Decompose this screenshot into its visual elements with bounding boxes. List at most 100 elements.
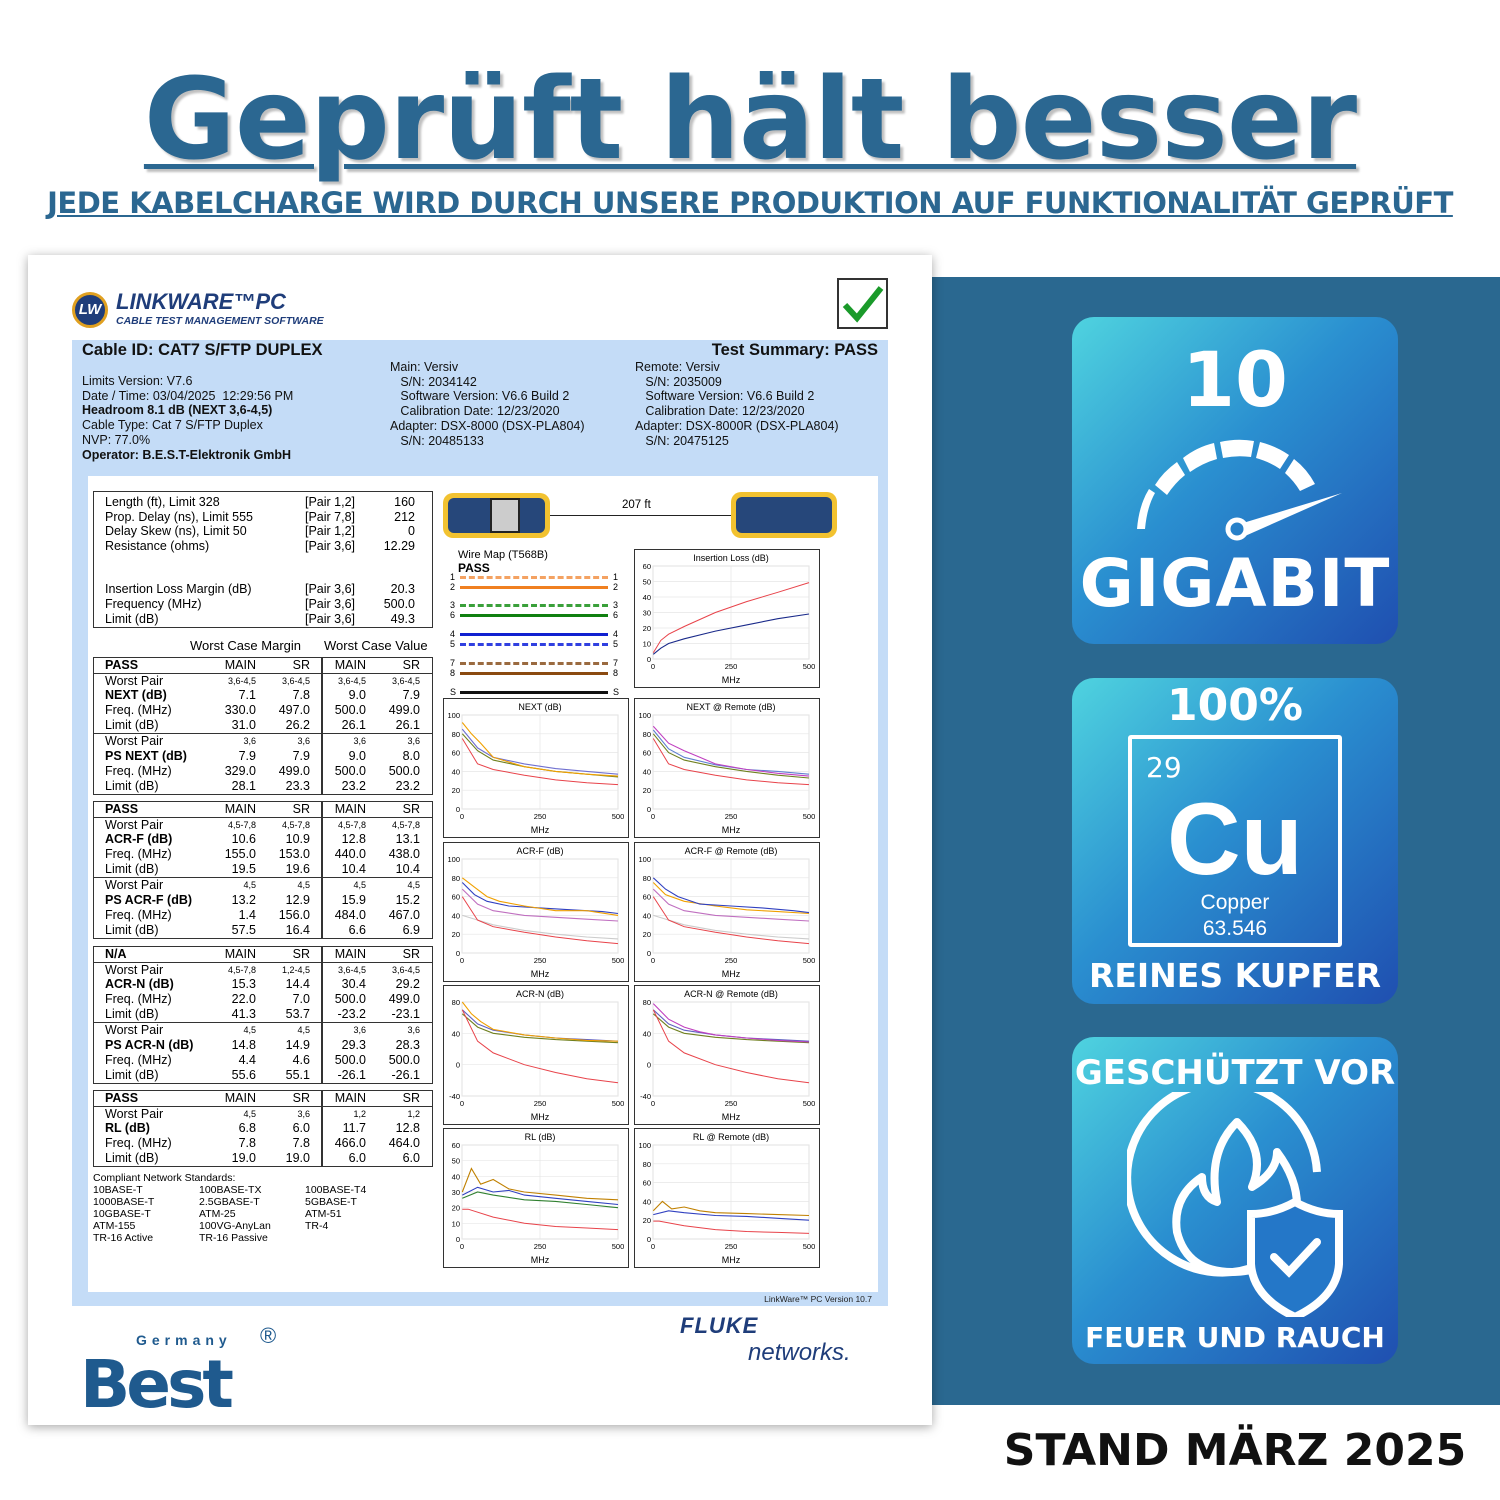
cell-value: 500.0 (334, 763, 366, 778)
cell-value: 7.0 (292, 992, 310, 1007)
info-line: Calibration Date: 12/23/2020 (390, 404, 560, 419)
table-row: PS ACR-N (dB) 14.8 14.9 29.3 28.3 (94, 1038, 432, 1053)
cell-value: 499.0 (388, 703, 420, 718)
row-label: Freq. (MHz) (105, 763, 172, 778)
table-row: Limit (dB) 19.5 19.6 10.4 10.4 (94, 862, 432, 877)
cell-value: 19.0 (285, 1151, 310, 1166)
info-line: S/N: 2034142 (390, 374, 477, 389)
cell-value: 4,5 (407, 880, 420, 891)
info-line: Limits Version: V7.6 (82, 374, 193, 388)
cell-value: 8.0 (402, 748, 420, 763)
cell-value: 438.0 (388, 847, 420, 862)
cell-value: 3,6-4,5 (391, 965, 420, 976)
row-label: Worst Pair (105, 1107, 164, 1122)
x-tick-label: 500 (612, 1099, 625, 1108)
card-10-gigabit: 10 GIGABIT (1072, 317, 1398, 644)
cell-value: 12.8 (341, 832, 366, 847)
table-row: Limit (dB) 28.1 23.3 23.2 23.2 (94, 779, 432, 794)
y-tick-label: 100 (638, 1141, 651, 1150)
row-label: Worst Pair (105, 734, 164, 749)
standard-item: 1000BASE-T (93, 1196, 155, 1208)
y-tick-label: 80 (643, 1160, 651, 1169)
summary-box: Length (ft), Limit 328 [Pair 1,2] 160 Prop.… (93, 491, 433, 628)
pin-label-right: 4 (613, 629, 619, 639)
table-row: Freq. (MHz) 155.0 153.0 440.0 438.0 (94, 847, 432, 862)
wire-pin-6 (460, 614, 608, 617)
pin-label-left: S (450, 687, 457, 697)
x-tick-label: 250 (534, 1099, 547, 1108)
row-label: Worst Pair (105, 674, 164, 689)
cell-value: 55.1 (285, 1067, 310, 1082)
row-label: Freq. (MHz) (105, 1136, 172, 1151)
wire-pin-S (460, 691, 608, 694)
cell-value: 499.0 (278, 763, 310, 778)
cell-value: 1,2-4,5 (281, 965, 310, 976)
chart-acrn: -40 0 40 80 0 250 500 ACR-N (dB) MHz (443, 985, 629, 1125)
table-row: Freq. (MHz) 7.8 7.8 466.0 464.0 (94, 1136, 432, 1151)
table-row: Freq. (MHz) 4.4 4.6 500.0 500.0 (94, 1053, 432, 1068)
y-tick-label: 80 (643, 998, 651, 1007)
column-header: SR (402, 658, 420, 672)
table-header-row: PASS MAIN SR MAIN SR (94, 658, 432, 673)
y-tick-label: 100 (638, 855, 651, 864)
series-line-limit (652, 582, 810, 654)
limits-info: Limits Version: V7.6 Date / Time: 03/04/2… (82, 374, 293, 462)
x-tick-label: 250 (534, 1242, 547, 1251)
cable-length: 207 ft (622, 499, 651, 511)
cell-value: 6.9 (402, 922, 420, 937)
cell-value: 3,6-4,5 (391, 676, 420, 687)
pin-label-right: 3 (613, 600, 619, 610)
x-tick-label: 250 (725, 1242, 738, 1251)
chart-rl_r: 0 20 40 60 80 100 0 250 500 RL @ Remote (dB) MHz (634, 1128, 820, 1268)
cell-value: 31.0 (231, 718, 256, 733)
column-header: MAIN (334, 658, 366, 672)
series-line-limit (652, 738, 810, 786)
x-tick-label: 250 (534, 956, 547, 965)
x-tick-label: 250 (725, 662, 738, 671)
cell-value: 6.6 (348, 922, 366, 937)
info-line: NVP: 77.0% (82, 432, 151, 447)
fluke-networks-logo: FLUKE networks. (680, 1314, 880, 1370)
chart-rl: 0 10 20 30 40 50 60 0 250 500 RL (dB) MHz (443, 1128, 629, 1268)
info-line: Adapter: DSX-8000 (DSX-PLA804) (390, 418, 585, 433)
series-line-measured (652, 888, 810, 922)
cell-value: 467.0 (388, 907, 420, 922)
x-tick-label: 250 (725, 1099, 738, 1108)
pin-label-left: 4 (450, 629, 456, 639)
pin-label-right: 2 (613, 582, 619, 592)
x-tick-label: 0 (651, 1242, 655, 1251)
results-table: PASS MAIN SR MAIN SR Worst Pair 3,6-4,5 3,6-4,5… (93, 657, 433, 795)
row-label: Limit (dB) (105, 778, 159, 793)
worst-case-headers: Worst Case Margin Worst Case Value (93, 638, 433, 654)
series-line-measured (652, 1003, 810, 1043)
table-row: Freq. (MHz) 22.0 7.0 500.0 499.0 (94, 992, 432, 1007)
gigabit-label: GIGABIT (1079, 545, 1391, 622)
series-line-measured (652, 1200, 810, 1217)
x-axis-label: MHz (722, 1255, 741, 1265)
speedometer-icon (1137, 439, 1342, 541)
cell-value: 29.3 (341, 1037, 366, 1052)
cell-value: 500.0 (388, 1052, 420, 1067)
row-label: Freq. (MHz) (105, 1052, 172, 1067)
cell-value: 3,6 (353, 736, 366, 747)
summary-pair: [Pair 3,6] (305, 582, 356, 597)
pin-label-right: 5 (613, 639, 619, 649)
standard-item: TR-16 Passive (199, 1232, 268, 1244)
series-line-measured (652, 1013, 810, 1044)
cell-value: 15.3 (231, 977, 256, 992)
y-tick-label: 20 (643, 624, 651, 633)
cell-value: 55.6 (231, 1067, 256, 1082)
summary-row: Delay Skew (ns), Limit 50 [Pair 1,2] 0 (105, 524, 425, 539)
row-label: Worst Pair (105, 1023, 164, 1038)
cell-value: 9.0 (348, 688, 366, 703)
cell-value: 15.9 (341, 892, 366, 907)
info-line: Date / Time: 03/04/2025 12:29:56 PM (82, 388, 294, 403)
summary-pair: [Pair 3,6] (305, 597, 356, 611)
column-header: MAIN (334, 947, 366, 961)
summary-row: Insertion Loss Margin (dB) [Pair 3,6] 20.3 (105, 582, 425, 597)
summary-row: Prop. Delay (ns), Limit 555 [Pair 7,8] 212 (105, 510, 425, 525)
summary-label: Prop. Delay (ns), Limit 555 (105, 509, 253, 524)
chart-next_r: 0 20 40 60 80 100 0 250 500 NEXT @ Remote (dB) MHz (634, 698, 820, 838)
